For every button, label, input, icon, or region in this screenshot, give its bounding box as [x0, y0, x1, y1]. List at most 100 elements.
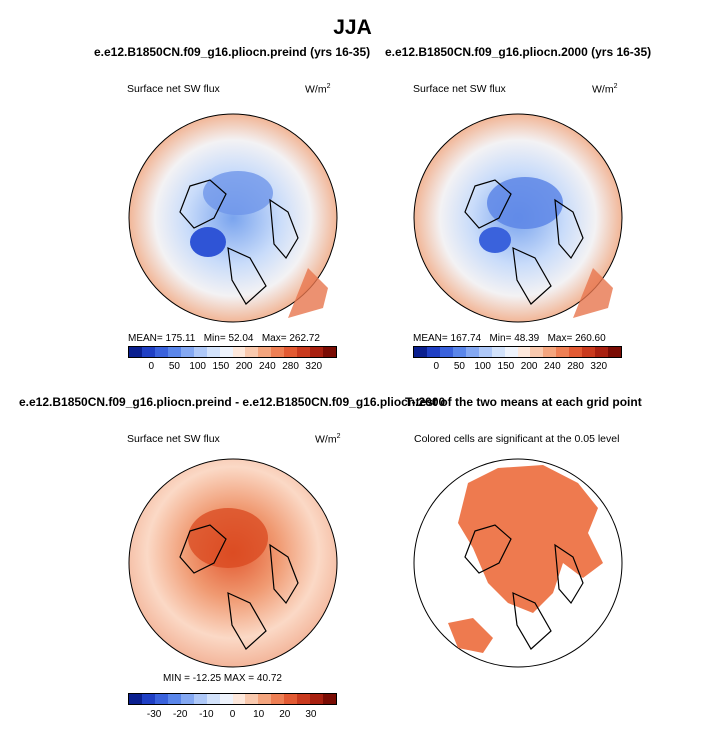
- colorbar-swatch: [284, 347, 298, 357]
- colorbar-swatch: [258, 694, 272, 704]
- colorbar-tick-label: 50: [168, 361, 180, 372]
- panel2-variable-label: Surface net SW flux: [413, 83, 506, 95]
- panel3-colorbar: [128, 693, 337, 705]
- panel3-arctic-max: [188, 508, 268, 568]
- colorbar-swatch: [206, 347, 220, 357]
- colorbar-swatch: [129, 347, 142, 357]
- panel3-map: [128, 458, 338, 668]
- colorbar-swatch: [297, 347, 311, 357]
- colorbar-tick-label: 320: [590, 361, 608, 372]
- colorbar-tick-label: 0: [148, 361, 154, 372]
- colorbar-swatch: [478, 347, 492, 357]
- panel2-arctic-ice: [487, 177, 563, 229]
- colorbar-swatch: [414, 347, 427, 357]
- colorbar-swatch: [141, 694, 155, 704]
- panel2-stats: MEAN= 167.74 Min= 48.39 Max= 260.60: [413, 333, 606, 344]
- colorbar-swatch: [167, 347, 181, 357]
- colorbar-swatch: [569, 347, 583, 357]
- panel2-warm-region: [573, 268, 613, 318]
- panel1-units: W/m2: [305, 83, 331, 96]
- colorbar-swatch: [556, 347, 570, 357]
- panel3-coastlines: [179, 524, 299, 650]
- colorbar-tick-label: 150: [212, 361, 230, 372]
- panel4-title: T-test of the two means at each grid poi…: [405, 395, 642, 409]
- colorbar-swatch: [167, 694, 181, 704]
- colorbar-swatch: [310, 347, 324, 357]
- panel4-map: [413, 458, 623, 668]
- colorbar-swatch: [465, 347, 479, 357]
- colorbar-tick-label: 280: [282, 361, 299, 372]
- colorbar-swatch: [180, 347, 194, 357]
- panel2-colorbar: [413, 346, 622, 358]
- colorbar-tick-label: -30: [146, 709, 162, 720]
- colorbar-swatch: [439, 347, 453, 357]
- panel3-units: W/m2: [315, 433, 341, 446]
- panel4-significant-region-south: [448, 618, 493, 653]
- colorbar-swatch: [206, 694, 220, 704]
- colorbar-swatch: [543, 347, 557, 357]
- panel2-coastlines: [464, 179, 584, 305]
- panel2-units: W/m2: [592, 83, 618, 96]
- panel4-significant-region: [458, 465, 603, 613]
- colorbar-tick-label: -20: [173, 709, 188, 720]
- panel1-colorbar: [128, 346, 337, 358]
- colorbar-tick-label: 320: [305, 361, 323, 372]
- colorbar-tick-label: 200: [520, 361, 538, 372]
- panel1-map: [128, 113, 338, 323]
- colorbar-swatch: [219, 347, 233, 357]
- colorbar-tick-label: 200: [235, 361, 253, 372]
- colorbar-swatch: [219, 694, 233, 704]
- colorbar-tick-label: -10: [199, 709, 214, 720]
- panel3-stats: MIN = -12.25 MAX = 40.72: [163, 673, 282, 684]
- colorbar-swatch: [297, 694, 311, 704]
- colorbar-tick-label: 0: [229, 709, 236, 720]
- colorbar-swatch: [504, 347, 518, 357]
- colorbar-swatch: [245, 694, 259, 704]
- colorbar-swatch: [491, 347, 505, 357]
- panel2-greenland-low: [479, 227, 511, 253]
- colorbar-swatch: [595, 347, 609, 357]
- panel3-variable-label: Surface net SW flux: [127, 433, 220, 445]
- colorbar-swatch: [582, 347, 596, 357]
- colorbar-swatch: [530, 347, 544, 357]
- panel2-colorbar-ticks: 0 50 100 150 200 240 280 320: [413, 361, 622, 375]
- colorbar-tick-label: 50: [453, 361, 465, 372]
- main-title: JJA: [333, 16, 372, 39]
- colorbar-tick-label: 10: [253, 709, 265, 720]
- colorbar-swatch: [517, 347, 531, 357]
- colorbar-tick-label: 240: [543, 361, 561, 372]
- colorbar-swatch: [154, 694, 168, 704]
- colorbar-swatch: [232, 694, 246, 704]
- panel1-arctic-ice: [203, 171, 273, 215]
- colorbar-tick-label: 30: [305, 709, 317, 720]
- colorbar-tick-label: 150: [497, 361, 515, 372]
- colorbar-swatch: [193, 694, 207, 704]
- panel1-colorbar-ticks: 0 50 100 150 200 240 280 320: [128, 361, 337, 375]
- colorbar-swatch: [258, 347, 272, 357]
- colorbar-swatch: [310, 694, 324, 704]
- panel1-greenland-low: [190, 227, 226, 257]
- colorbar-swatch: [154, 347, 168, 357]
- colorbar-swatch: [323, 694, 336, 704]
- panel1-variable-label: Surface net SW flux: [127, 83, 220, 95]
- colorbar-swatch: [452, 347, 466, 357]
- colorbar-tick-label: 0: [433, 361, 439, 372]
- colorbar-tick-label: 280: [567, 361, 584, 372]
- colorbar-tick-label: 240: [258, 361, 276, 372]
- panel2-map: [413, 113, 623, 323]
- colorbar-tick-label: 100: [474, 361, 491, 372]
- panel1-coastlines: [179, 179, 299, 305]
- colorbar-swatch: [193, 347, 207, 357]
- panel1-globe: [128, 113, 338, 323]
- panel2-title: e.e12.B1850CN.f09_g16.pliocn.2000 (yrs 1…: [385, 45, 652, 59]
- panel4-subtitle: Colored cells are significant at the 0.0…: [414, 433, 620, 445]
- panel1-stats: MEAN= 175.11 Min= 52.04 Max= 262.72: [128, 333, 320, 344]
- colorbar-tick-label: 100: [189, 361, 206, 372]
- colorbar-swatch: [426, 347, 440, 357]
- panel3-colorbar-ticks: -30 -20 -10 0 10 20 30: [128, 709, 337, 723]
- panel4-coastlines: [464, 524, 584, 650]
- colorbar-swatch: [284, 694, 298, 704]
- colorbar-swatch: [232, 347, 246, 357]
- colorbar-swatch: [271, 347, 285, 357]
- colorbar-swatch: [608, 347, 621, 357]
